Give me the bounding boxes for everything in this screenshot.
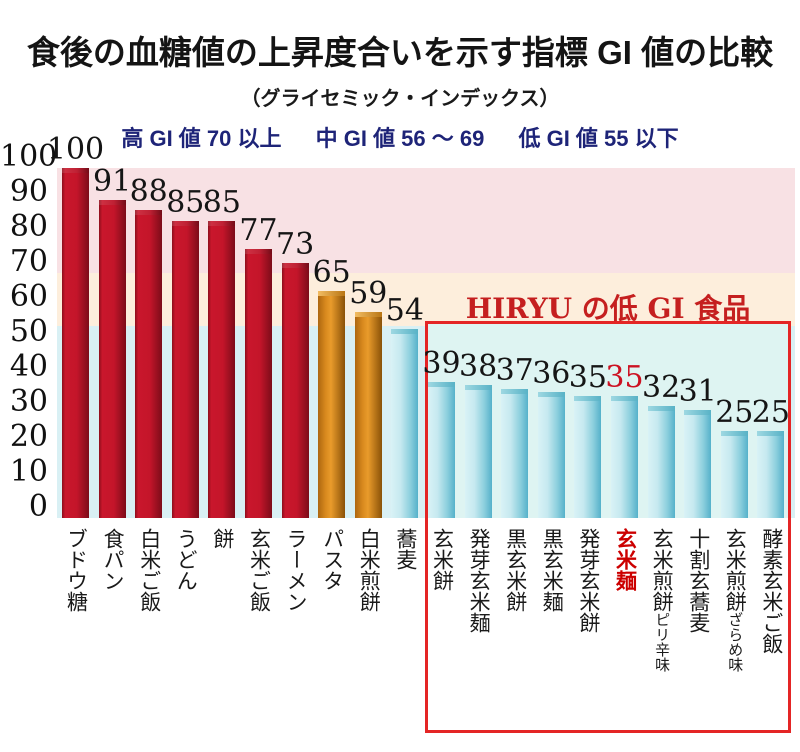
bar-value: 77 xyxy=(239,212,278,248)
bar xyxy=(98,199,126,518)
bar-value: 88 xyxy=(129,174,168,209)
bar xyxy=(281,262,309,518)
bar-value: 54 xyxy=(385,293,424,328)
bar-value: 37 xyxy=(495,352,534,388)
category-label: 玄米ご飯 xyxy=(247,528,271,612)
category-label: 発芽玄米麺 xyxy=(467,528,491,633)
y-axis-tick: 20 xyxy=(9,419,48,454)
y-axis-tick: 100 xyxy=(0,139,58,174)
bar xyxy=(720,430,748,518)
bar xyxy=(428,381,455,518)
y-axis-tick: 80 xyxy=(9,209,48,244)
bar xyxy=(464,385,492,518)
category-label: 酵素玄米ご飯 xyxy=(759,528,783,654)
chart-subtitle: （グライセミック・インデックス） xyxy=(240,88,560,110)
hiryu-low-gi-box xyxy=(425,321,791,733)
category-label: 蕎麦 xyxy=(393,528,417,570)
y-axis-tick: 0 xyxy=(28,489,48,524)
bar xyxy=(135,210,163,518)
bar-value: 91 xyxy=(93,163,132,199)
bar xyxy=(574,395,602,518)
bar-value: 25 xyxy=(751,394,790,430)
category-label-suffix: ざらめ味 xyxy=(726,612,744,672)
category-label: 餅 xyxy=(210,528,234,549)
category-label: 玄米餅 xyxy=(430,528,454,591)
category-label: 玄米煎餅ざらめ味 xyxy=(723,528,747,672)
gi-legend: 高 GI 値 70 以上 中 GI 値 56 ～ 69 低 GI 値 55 以下 xyxy=(0,121,800,153)
bar xyxy=(208,220,236,518)
bar-value: 73 xyxy=(276,226,315,262)
y-axis-tick: 40 xyxy=(9,349,48,384)
bar-value: 31 xyxy=(678,373,717,409)
bar xyxy=(171,220,199,518)
category-label: 黒玄米麺 xyxy=(540,528,564,612)
category-label: 食パン xyxy=(101,528,125,591)
bar xyxy=(611,395,638,518)
bar xyxy=(318,290,346,518)
bar xyxy=(245,248,272,518)
category-label: 白米ご飯 xyxy=(137,528,161,612)
bar xyxy=(757,430,785,518)
bar-value: 38 xyxy=(459,349,498,384)
bar xyxy=(684,409,712,518)
bar-value: 36 xyxy=(532,356,571,391)
category-label: 玄米煎餅ピリ辛味 xyxy=(650,528,674,672)
category-label: 黒玄米餅 xyxy=(503,528,527,612)
y-axis-tick: 50 xyxy=(9,314,48,349)
category-label: 十割玄蕎麦 xyxy=(686,528,710,633)
bar xyxy=(62,168,89,518)
bar-value: 25 xyxy=(715,394,754,430)
bar xyxy=(391,329,419,518)
category-label: 白米煎餅 xyxy=(357,528,381,612)
bar xyxy=(537,392,565,518)
category-label: うどん xyxy=(174,528,198,591)
legend-low-gi: 低 GI 値 55 以下 xyxy=(518,126,679,151)
category-label: 発芽玄米餅 xyxy=(576,528,600,633)
legend-mid-gi: 中 GI 値 56 ～ 69 xyxy=(315,126,485,151)
y-axis-tick: 30 xyxy=(9,384,48,419)
category-label: パスタ xyxy=(320,528,344,591)
y-axis-tick: 10 xyxy=(9,454,48,489)
category-label: ブドウ糖 xyxy=(64,528,88,612)
legend-high-gi: 高 GI 値 70 以上 xyxy=(121,126,282,151)
bar-value: 35 xyxy=(568,359,607,395)
bar-value: 39 xyxy=(422,345,461,381)
category-label: ラーメン xyxy=(284,528,308,612)
bar xyxy=(501,388,529,518)
bar-value: 85 xyxy=(202,184,241,220)
bar xyxy=(354,311,382,518)
bar xyxy=(647,406,675,518)
bar-value: 65 xyxy=(312,254,351,290)
hiryu-box-heading: HIRYU の低 GI 食品 xyxy=(465,292,751,325)
bar-value: 85 xyxy=(166,184,205,220)
y-axis-tick: 60 xyxy=(9,279,48,314)
category-label-suffix: ピリ辛味 xyxy=(653,612,671,672)
bar-value: 35 xyxy=(605,359,644,395)
bar-value: 59 xyxy=(349,275,388,311)
y-axis-tick: 70 xyxy=(9,244,48,279)
chart-title: 食後の血糖値の上昇度合いを示す指標 GI 値の比較 xyxy=(26,34,774,71)
category-label: 玄米麺 xyxy=(613,528,637,591)
bar-value: 100 xyxy=(46,132,105,167)
y-axis-tick: 90 xyxy=(9,174,48,209)
bar-value: 32 xyxy=(642,370,681,405)
